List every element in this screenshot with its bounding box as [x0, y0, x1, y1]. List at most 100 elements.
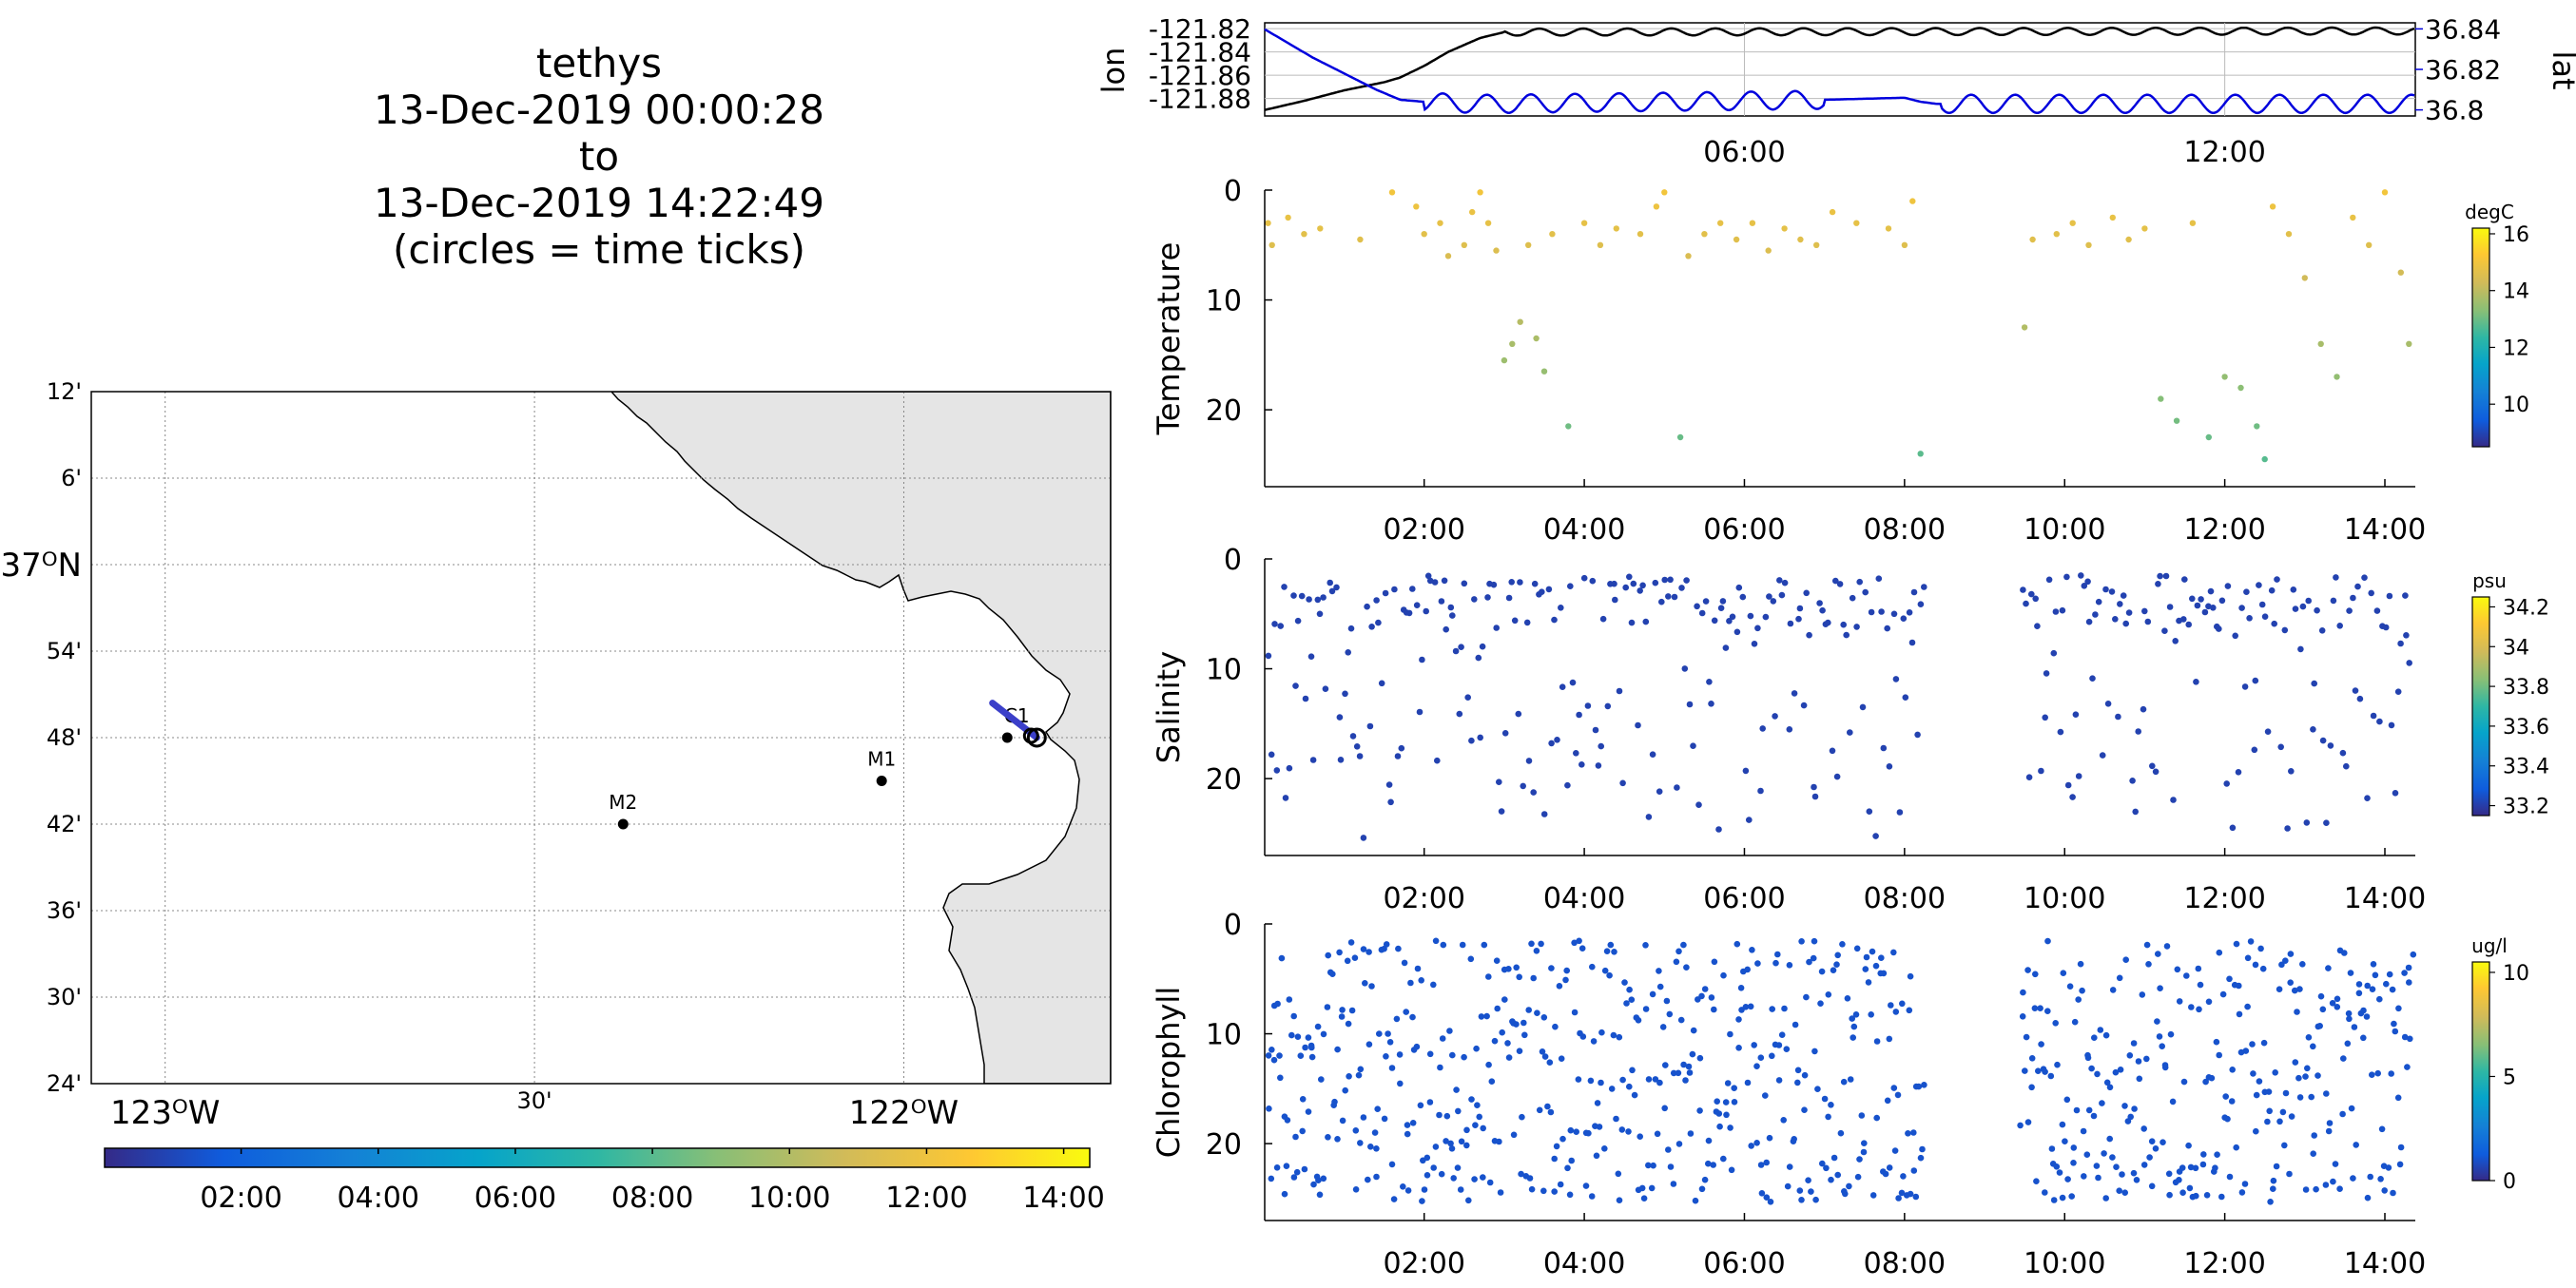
- data-point: [2302, 1186, 2310, 1193]
- data-point: [1320, 1175, 1327, 1182]
- data-point: [1869, 948, 1876, 955]
- data-point: [2091, 1034, 2098, 1041]
- data-point: [1590, 1038, 1598, 1045]
- data-point: [1374, 1105, 1381, 1112]
- data-point: [1357, 236, 1364, 243]
- data-point: [1314, 1023, 1322, 1030]
- data-point: [1818, 968, 1826, 975]
- data-point: [1875, 575, 1883, 582]
- data-point: [1910, 1167, 1918, 1174]
- data-point: [2126, 1052, 2134, 1059]
- data-point: [2284, 825, 2291, 832]
- data-point: [1327, 579, 1333, 586]
- data-point: [1290, 1012, 1297, 1020]
- data-point: [1642, 1006, 1650, 1012]
- data-point: [1388, 189, 1396, 196]
- data-point: [2109, 214, 2116, 221]
- data-point: [2141, 607, 2148, 615]
- data-point: [1286, 764, 1293, 772]
- data-point: [1458, 1138, 1465, 1145]
- data-point: [2325, 1127, 2333, 1135]
- data-point: [1770, 598, 1777, 605]
- data-point: [1798, 938, 1805, 945]
- data-point: [2078, 572, 2084, 579]
- data-point: [1626, 1083, 1633, 1090]
- data-point: [1906, 609, 1913, 616]
- data-point: [2311, 680, 2317, 687]
- data-point: [2183, 972, 2190, 979]
- data-point: [2361, 574, 2368, 581]
- data-point: [2050, 649, 2058, 657]
- data-point: [1722, 1099, 1730, 1105]
- map-lon-tick-label: 30': [517, 1087, 552, 1114]
- data-point: [2370, 961, 2377, 968]
- data-point: [2059, 1121, 2066, 1128]
- data-point: [1301, 231, 1307, 238]
- data-point: [2048, 1145, 2056, 1152]
- data-point: [1421, 231, 1427, 238]
- data-point: [1479, 643, 1486, 650]
- data-point: [2256, 582, 2262, 588]
- data-point: [1431, 579, 1439, 586]
- data-point: [1520, 1019, 1527, 1027]
- data-point: [2288, 768, 2295, 775]
- data-point: [2088, 1065, 2095, 1072]
- data-point: [2092, 611, 2099, 618]
- data-point: [1438, 598, 1445, 605]
- data-point: [1345, 649, 1351, 656]
- lon-tick-label: -121.82: [1149, 13, 1251, 45]
- data-point: [1554, 737, 1560, 743]
- data-point: [1393, 1015, 1401, 1023]
- data-point: [1810, 954, 1817, 962]
- x-tick-label: 08:00: [1864, 513, 1946, 547]
- data-point: [1540, 1187, 1547, 1195]
- data-point: [2376, 995, 2383, 1003]
- data-point: [1273, 1164, 1281, 1171]
- data-point: [2271, 620, 2277, 627]
- data-point: [1556, 983, 1563, 990]
- data-point: [1437, 1064, 1443, 1071]
- x-tick-label: 14:00: [2344, 1247, 2426, 1280]
- data-point: [2265, 1088, 2273, 1095]
- data-point: [1457, 1186, 1464, 1193]
- data-point: [1353, 743, 1361, 750]
- data-point: [2381, 189, 2389, 196]
- data-point: [1833, 773, 1841, 780]
- data-point: [2243, 588, 2250, 595]
- data-point: [1862, 588, 1869, 596]
- data-point: [2115, 713, 2121, 721]
- data-point: [2148, 1138, 2156, 1144]
- data-point: [1582, 1182, 1590, 1189]
- data-point: [2252, 677, 2259, 684]
- data-point: [2068, 1193, 2075, 1200]
- data-point: [2238, 605, 2245, 611]
- data-point: [1769, 1052, 1775, 1060]
- data-point: [1504, 1040, 1511, 1047]
- data-point: [2072, 711, 2080, 718]
- data-point: [1274, 1000, 1281, 1008]
- data-point: [1671, 593, 1678, 601]
- data-point: [1791, 690, 1798, 697]
- data-point: [1842, 1190, 1849, 1198]
- data-point: [2355, 990, 2363, 997]
- data-point: [1521, 1031, 1528, 1039]
- data-point: [1475, 654, 1482, 662]
- data-point: [1576, 937, 1582, 945]
- data-point: [1757, 1054, 1765, 1061]
- data-point: [2233, 1144, 2239, 1151]
- data-point: [2345, 1009, 2353, 1017]
- data-point: [1886, 1164, 1893, 1171]
- data-point: [1825, 619, 1831, 626]
- data-point: [2260, 1039, 2268, 1047]
- end-time: 13-Dec-2019 14:22:49: [374, 180, 824, 226]
- data-point: [1619, 779, 1626, 787]
- data-point: [2249, 1041, 2256, 1048]
- data-point: [2339, 1110, 2346, 1118]
- data-point: [1900, 615, 1908, 622]
- data-point: [2031, 1005, 2039, 1011]
- y-tick-label: 10: [1206, 285, 1242, 318]
- data-point: [1687, 1130, 1695, 1137]
- data-point: [1302, 695, 1309, 702]
- data-point: [1645, 814, 1653, 820]
- data-point: [2135, 728, 2141, 735]
